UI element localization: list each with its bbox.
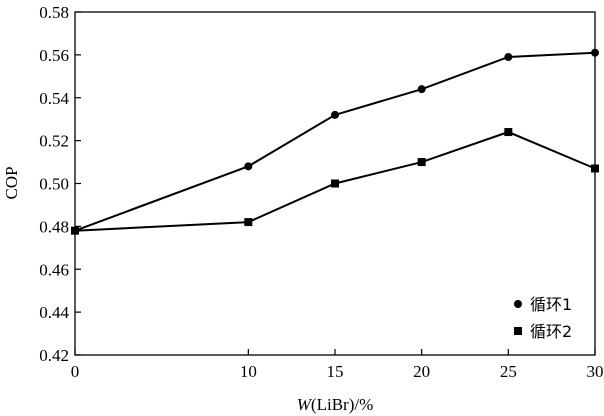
legend-label: 循环2 <box>530 322 572 341</box>
series-1 <box>71 48 599 235</box>
series-line <box>74 130 596 232</box>
y-tick-label: 0.48 <box>39 217 69 236</box>
data-point <box>504 128 513 137</box>
y-tick-label: 0.44 <box>39 303 69 322</box>
y-tick-label: 0.42 <box>39 346 69 365</box>
y-tick-label: 0.50 <box>39 175 69 194</box>
data-point <box>331 110 339 119</box>
y-tick-label: 0.58 <box>39 3 69 22</box>
y-tick-label: 0.46 <box>39 260 69 279</box>
data-point <box>504 53 513 62</box>
legend-marker <box>514 327 522 335</box>
x-axis-title-unit: (LiBr)/% <box>311 395 373 414</box>
legend-item: 循环1 <box>514 295 572 314</box>
x-tick-label: 0 <box>71 362 80 381</box>
y-axis-ticks: 0.42 0.44 0.46 0.48 0.50 0.52 0.54 0.56 0.58 <box>39 3 81 365</box>
series-line <box>74 51 596 232</box>
data-point <box>71 226 79 235</box>
data-point <box>244 218 253 227</box>
legend-item: 循环2 <box>514 322 572 341</box>
x-tick-label: 10 <box>240 362 257 381</box>
series-2 <box>71 128 599 235</box>
x-tick-label: 30 <box>587 362 604 381</box>
y-tick-label: 0.56 <box>39 46 69 65</box>
y-axis-title: COP <box>2 166 21 199</box>
data-point <box>417 158 426 167</box>
data-point <box>591 164 599 173</box>
data-point <box>331 179 339 188</box>
x-tick-label: 20 <box>413 362 430 381</box>
x-axis-title: W(LiBr)/% <box>297 395 374 414</box>
x-axis-ticks: 0 10 15 20 25 30 <box>71 349 604 381</box>
series-layer <box>71 48 599 235</box>
legend-label: 循环1 <box>530 295 572 314</box>
data-point <box>417 85 426 94</box>
data-point <box>591 48 599 57</box>
x-tick-label: 15 <box>327 362 344 381</box>
data-point <box>244 162 253 171</box>
x-tick-label: 25 <box>500 362 517 381</box>
y-tick-label: 0.54 <box>39 89 69 108</box>
y-tick-label: 0.52 <box>39 132 69 151</box>
x-axis-title-variable: W <box>297 395 313 414</box>
legend-marker <box>514 300 522 308</box>
